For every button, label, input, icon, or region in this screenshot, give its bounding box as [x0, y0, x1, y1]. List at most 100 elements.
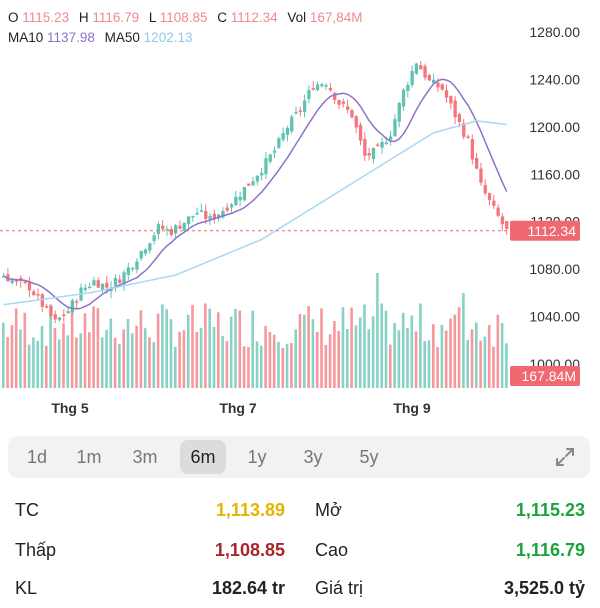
- volume-bar: [406, 328, 409, 388]
- tab-3m[interactable]: 3m: [132, 447, 158, 467]
- volume-value: 167,84M: [309, 10, 363, 25]
- candle-body: [10, 280, 14, 283]
- volume-bar: [320, 308, 323, 388]
- volume-bar: [131, 333, 134, 388]
- last-volume-tag: [510, 366, 580, 386]
- candle-body: [113, 278, 118, 286]
- candle-body: [324, 85, 328, 87]
- candle-body: [217, 214, 221, 219]
- candle-body: [384, 142, 388, 145]
- last-price-tag: [510, 220, 580, 241]
- candle-body: [45, 306, 49, 308]
- price-chart[interactable]: 1280.001240.001200.001160.001120.001080.…: [0, 0, 600, 430]
- candle-body: [389, 136, 393, 141]
- volume-bar: [505, 343, 508, 388]
- stat-kl: KL 182.64 tr: [15, 568, 285, 608]
- candle-body: [470, 139, 474, 160]
- stat-high-label: Cao: [315, 540, 349, 560]
- volume-bar: [255, 341, 259, 388]
- candle-body: [131, 267, 135, 270]
- x-axis-label: Thg 5: [51, 400, 89, 416]
- volume-bar: [14, 308, 18, 388]
- last-price-label: 1112.34: [527, 223, 576, 239]
- volume-bar: [440, 324, 444, 388]
- volume-bar: [126, 318, 130, 388]
- volume-bar: [161, 304, 164, 388]
- tab-6m[interactable]: 6m: [180, 440, 226, 474]
- candle-body: [83, 287, 87, 290]
- candle-body: [53, 314, 57, 320]
- candle-body: [285, 127, 290, 135]
- expand-icon[interactable]: [552, 444, 578, 470]
- volume-bar: [272, 334, 276, 388]
- volume-bar: [208, 308, 211, 388]
- candle-body: [178, 225, 182, 229]
- tab-1d[interactable]: 1d: [26, 447, 48, 467]
- volume-bar: [2, 322, 5, 388]
- timeframe-tabs: 1d 1m 3m 6m 1y 3y 5y: [8, 436, 590, 478]
- volume-bar: [354, 325, 358, 388]
- volume-bar: [100, 337, 104, 388]
- candle-body: [260, 172, 264, 176]
- candle-body: [186, 216, 191, 224]
- candle-body: [475, 157, 479, 169]
- volume-bar: [152, 342, 156, 388]
- volume-bar: [19, 329, 22, 388]
- volume-bar: [423, 341, 426, 388]
- candle-body: [148, 243, 152, 251]
- volume-bar: [174, 346, 177, 388]
- tab-1m[interactable]: 1m: [76, 447, 102, 467]
- candle-body: [453, 100, 457, 118]
- volume-bar: [363, 304, 366, 388]
- volume-bar: [281, 347, 285, 388]
- volume-bar: [148, 337, 151, 388]
- candle-body: [247, 183, 251, 186]
- candle-body: [143, 249, 148, 254]
- volume-bar: [453, 314, 457, 388]
- candle-body: [75, 301, 79, 303]
- last-volume-label: 167.84M: [522, 368, 576, 384]
- volume-bar: [238, 310, 242, 388]
- candle-body: [36, 294, 40, 296]
- candle-body: [169, 228, 173, 235]
- volume-bar: [57, 339, 61, 388]
- candle-body: [88, 286, 92, 289]
- candle-body: [126, 267, 130, 275]
- volume-bar: [311, 319, 315, 388]
- volume-bar: [268, 331, 272, 388]
- volume-bar: [122, 329, 125, 388]
- candle-body: [118, 279, 122, 284]
- candle-body: [449, 96, 453, 104]
- candle-body: [371, 148, 376, 160]
- volume-bar: [49, 304, 52, 388]
- tab-1y[interactable]: 1y: [247, 447, 267, 467]
- volume-bar: [75, 337, 78, 388]
- candle-body: [320, 84, 324, 87]
- candle-body: [62, 314, 66, 316]
- stat-tc: TC 1,113.89: [15, 490, 285, 530]
- candle-body: [70, 300, 75, 313]
- stat-value: Giá trị 3,525.0 tỷ: [315, 568, 585, 608]
- candle-body: [307, 90, 311, 99]
- volume-bar: [475, 322, 478, 388]
- candle-body: [358, 124, 363, 141]
- volume-bar: [36, 340, 39, 388]
- candle-body: [105, 282, 109, 288]
- tab-5y[interactable]: 5y: [359, 447, 379, 467]
- volume-bar: [470, 329, 474, 388]
- candle-body: [363, 138, 367, 156]
- candle-body: [272, 150, 277, 153]
- volume-bar: [483, 336, 487, 388]
- candle-body: [354, 116, 358, 128]
- candle-body: [350, 109, 354, 118]
- tab-3y[interactable]: 3y: [303, 447, 323, 467]
- candle-body: [32, 291, 36, 295]
- volume-bar: [376, 273, 379, 388]
- candle-body: [152, 235, 156, 241]
- candle-body: [96, 280, 100, 288]
- volume-bar: [251, 310, 254, 388]
- candle-body: [165, 228, 169, 231]
- volume-bar: [290, 343, 293, 388]
- candle-body: [208, 215, 212, 220]
- volume-bar: [492, 346, 495, 388]
